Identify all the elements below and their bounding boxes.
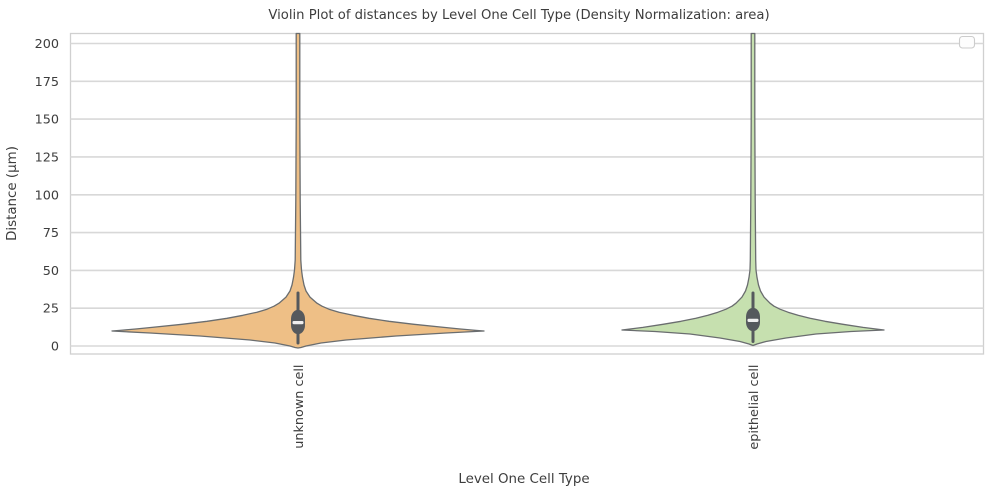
y-tick-50: 50 xyxy=(43,264,59,279)
median-line-unknown-cell xyxy=(292,321,304,325)
x-tick-labels: unknown cell epithelial cell xyxy=(292,365,762,450)
violin-unknown-cell xyxy=(111,32,485,349)
y-tick-100: 100 xyxy=(35,188,59,203)
y-tick-0: 0 xyxy=(51,340,59,355)
violin-unknown-cell-shape xyxy=(111,32,485,349)
x-tick-epithelial-cell: epithelial cell xyxy=(747,365,762,450)
violin-epithelial-cell-shape xyxy=(621,32,885,347)
plot-frame xyxy=(69,32,985,355)
y-tick-25: 25 xyxy=(43,302,59,317)
boxplot-unknown-cell xyxy=(291,291,305,345)
x-axis-label: Level One Cell Type xyxy=(458,472,589,487)
y-tick-150: 150 xyxy=(35,113,59,128)
y-tick-200: 200 xyxy=(35,37,59,52)
violin-epithelial-cell xyxy=(621,32,885,347)
y-tick-labels: 0 25 50 75 100 125 150 175 200 xyxy=(35,37,59,355)
y-gridlines xyxy=(70,42,984,347)
median-line-epithelial-cell xyxy=(747,318,759,322)
y-tick-75: 75 xyxy=(43,226,59,241)
x-tick-unknown-cell: unknown cell xyxy=(292,365,307,449)
chart-title: Violin Plot of distances by Level One Ce… xyxy=(268,8,769,23)
y-axis-label: Distance (µm) xyxy=(5,146,20,241)
y-tick-125: 125 xyxy=(35,150,59,165)
y-tick-175: 175 xyxy=(35,75,59,90)
boxplot-epithelial-cell xyxy=(746,291,760,343)
legend-box xyxy=(958,35,976,49)
